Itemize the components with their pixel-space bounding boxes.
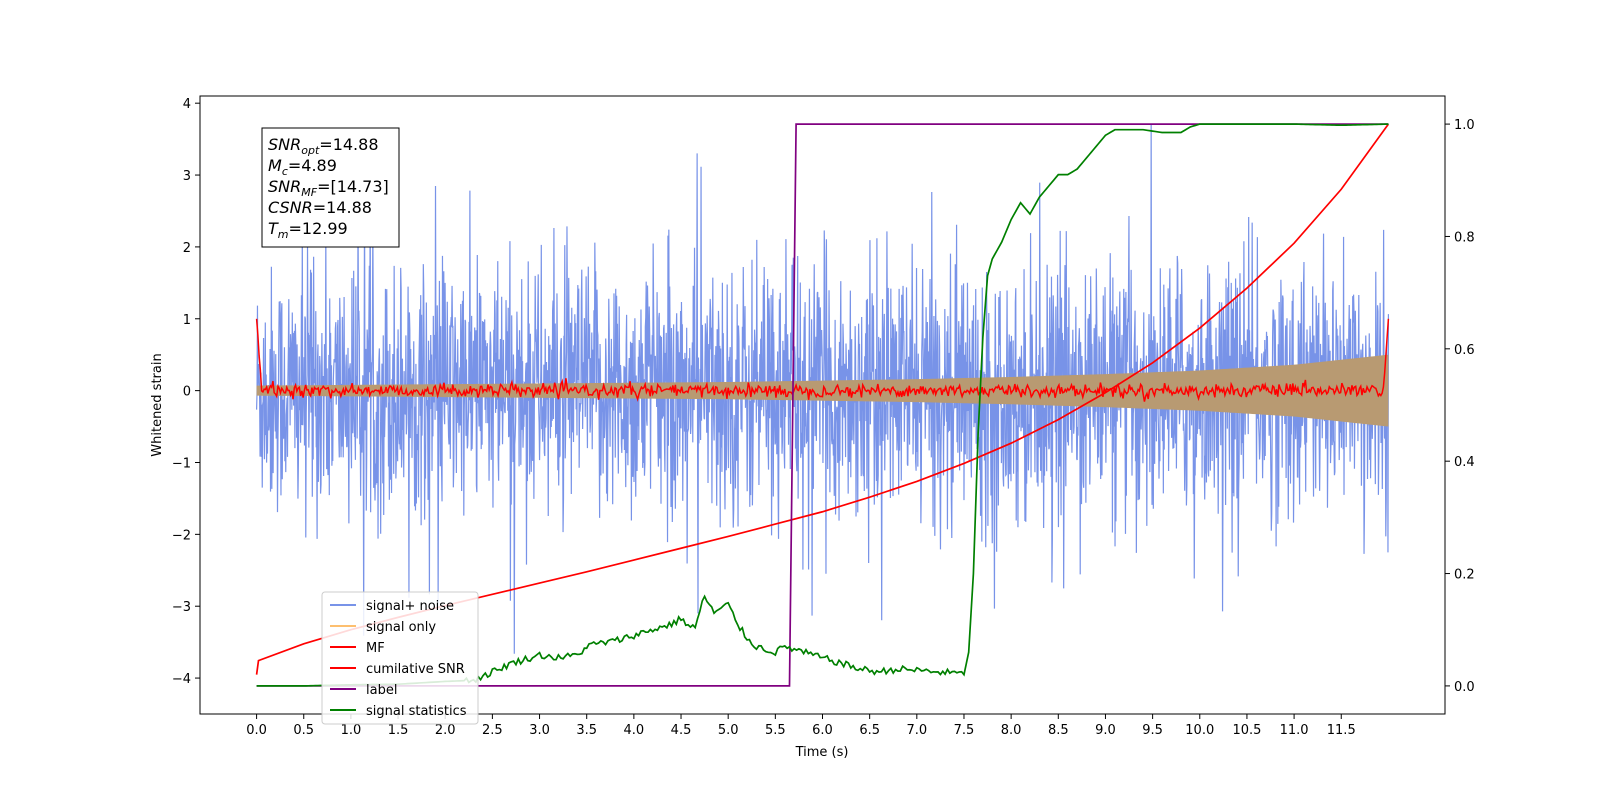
x-tick-label: 6.5 xyxy=(859,723,880,738)
series-mf xyxy=(255,318,1390,402)
y-tick-label: −3 xyxy=(172,600,191,615)
y-tick-label: −1 xyxy=(172,456,191,471)
legend-entry: signal statistics xyxy=(366,704,467,719)
info-box-frame xyxy=(261,127,400,248)
y2-tick-label: 0.4 xyxy=(1454,455,1475,470)
x-tick-label: 9.5 xyxy=(1142,723,1163,738)
x-tick-label: 8.5 xyxy=(1048,723,1069,738)
info-box-line: Tm=12.99 xyxy=(268,219,348,241)
x-tick-label: 5.0 xyxy=(718,723,739,738)
x-tick-label: 10.0 xyxy=(1185,723,1214,738)
x-tick-label: 0.0 xyxy=(246,723,267,738)
y-tick-label: 1 xyxy=(183,313,191,328)
legend-entry: signal+ noise xyxy=(366,599,454,614)
x-tick-label: 9.0 xyxy=(1095,723,1116,738)
y2-tick-label: 0.8 xyxy=(1454,230,1475,245)
info-box-line: SNRMF=[14.73] xyxy=(268,177,389,199)
x-tick-label: 2.0 xyxy=(435,723,456,738)
y-tick-label: 2 xyxy=(183,241,191,256)
info-box-line: SNRopt=14.88 xyxy=(268,135,379,157)
axis-ticks: 0.0 0.5 1.0 1.5 2.0 2.5 3.0 3.5 4.0 4.5 5.0 5.5 6.0 6… xyxy=(172,97,1475,738)
x-tick-label: 6.0 xyxy=(812,723,833,738)
legend-entry: label xyxy=(366,683,397,698)
info-box-line: Mc=4.89 xyxy=(268,156,337,178)
y2-tick-label: 0.2 xyxy=(1454,568,1475,583)
y-tick-label: 4 xyxy=(183,97,191,112)
x-tick-label: 11.5 xyxy=(1327,723,1356,738)
y-tick-label: −4 xyxy=(172,672,191,687)
y-tick-label: 3 xyxy=(183,169,191,184)
x-tick-label: 7.5 xyxy=(954,723,975,738)
x-tick-label: 8.0 xyxy=(1001,723,1022,738)
x-tick-label: 1.5 xyxy=(388,723,409,738)
x-tick-label: 3.0 xyxy=(529,723,550,738)
legend-entry: cumilative SNR xyxy=(366,662,465,677)
x-axis-label: Time (s) xyxy=(795,745,849,760)
x-tick-label: 2.5 xyxy=(482,723,503,738)
legend: signal+ noise signal only MF cumilative SNR… xyxy=(321,591,479,725)
y-axis-label: Whitened strain xyxy=(150,353,165,456)
x-tick-label: 3.5 xyxy=(576,723,597,738)
info-box-line: CSNR=14.88 xyxy=(268,198,372,217)
info-box: SNRopt=14.88Mc=4.89SNRMF=[14.73]CSNR=14.… xyxy=(261,127,400,248)
x-tick-label: 5.5 xyxy=(765,723,786,738)
series-label xyxy=(256,123,1389,687)
y2-tick-label: 0.6 xyxy=(1454,343,1475,358)
y-tick-label: 0 xyxy=(183,385,191,400)
x-tick-label: 7.0 xyxy=(906,723,927,738)
y2-tick-label: 0.0 xyxy=(1454,680,1475,695)
y-tick-label: −2 xyxy=(172,528,191,543)
series-signal-only xyxy=(256,354,1389,427)
x-tick-label: 1.0 xyxy=(341,723,362,738)
x-tick-label: 10.5 xyxy=(1232,723,1261,738)
y2-tick-label: 1.0 xyxy=(1454,118,1475,133)
legend-box xyxy=(321,591,479,725)
x-tick-label: 4.5 xyxy=(671,723,692,738)
x-tick-label: 4.0 xyxy=(624,723,645,738)
legend-entry: MF xyxy=(366,641,385,656)
x-tick-label: 0.5 xyxy=(293,723,314,738)
x-tick-label: 11.0 xyxy=(1280,723,1309,738)
legend-entry: signal only xyxy=(366,620,436,635)
